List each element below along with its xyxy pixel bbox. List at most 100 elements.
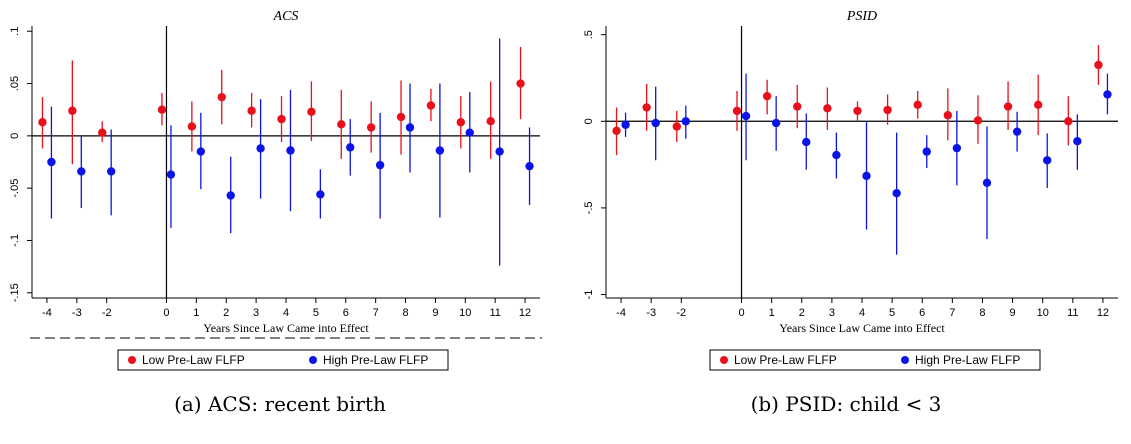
x-tick-label: 10 bbox=[459, 307, 471, 319]
y-tick-label: .1 bbox=[9, 27, 21, 36]
x-tick-label: -2 bbox=[676, 307, 686, 319]
x-tick-label: 4 bbox=[283, 307, 289, 319]
x-tick-label: 5 bbox=[313, 307, 319, 319]
low-point bbox=[456, 118, 466, 127]
y-tick-label: -.1 bbox=[9, 234, 21, 247]
x-tick-label: 1 bbox=[769, 307, 775, 319]
high-point bbox=[1103, 90, 1112, 99]
low-point bbox=[1064, 117, 1073, 126]
y-tick-label: -.5 bbox=[583, 201, 595, 214]
x-tick-label: -2 bbox=[102, 307, 112, 319]
low-point bbox=[672, 122, 681, 131]
legend-low-label: Low Pre-Law FLFP bbox=[734, 353, 837, 367]
x-tick-label: 2 bbox=[799, 307, 805, 319]
low-point bbox=[366, 123, 376, 132]
high-point bbox=[106, 167, 116, 176]
y-tick-label: .5 bbox=[583, 30, 595, 39]
psid-chart: PSID.50-.5-1-4 -3 -2 0 1 2 3 4 5 6 7 8 9 10 11 12Years … bbox=[583, 9, 1118, 371]
low-point bbox=[732, 106, 742, 116]
x-tick-label: 9 bbox=[1010, 307, 1016, 319]
low-point bbox=[38, 118, 47, 127]
high-point bbox=[256, 144, 265, 153]
legend-high-label: High Pre-Law FLFP bbox=[915, 353, 1020, 367]
high-point bbox=[1012, 127, 1022, 136]
high-point bbox=[286, 146, 295, 155]
low-point bbox=[157, 105, 167, 114]
y-tick-label: -.15 bbox=[9, 283, 21, 302]
x-tick-label: 1 bbox=[193, 307, 199, 319]
high-point bbox=[862, 171, 871, 181]
high-point bbox=[465, 128, 474, 137]
high-point bbox=[982, 178, 992, 187]
low-point bbox=[612, 126, 621, 136]
low-point bbox=[486, 117, 495, 126]
legend-low-label: Low Pre-Law FLFP bbox=[142, 353, 245, 367]
y-tick-label: -.05 bbox=[9, 179, 21, 198]
x-tick-label: 8 bbox=[979, 307, 985, 319]
x-tick-label: 6 bbox=[343, 307, 349, 319]
low-point bbox=[762, 91, 772, 101]
caption-acs: (a) ACS: recent birth bbox=[174, 392, 386, 416]
x-tick-label: 3 bbox=[253, 307, 259, 319]
high-point bbox=[952, 143, 962, 153]
legend-box bbox=[117, 349, 449, 371]
panel-acs: ACS .1.05 0 -.05 -.1 -.15 -4 -3 -2 0 1 2 3 4 5 6 7 8 9 10 11… bbox=[0, 0, 560, 444]
low-point bbox=[883, 105, 892, 115]
x-axis-label: Years Since Law Came into Effect bbox=[203, 321, 369, 335]
x-tick-label: 8 bbox=[402, 307, 408, 319]
chart-title: ACS bbox=[273, 9, 299, 24]
low-point bbox=[853, 106, 862, 116]
high-point bbox=[196, 147, 206, 156]
low-point bbox=[823, 104, 832, 113]
high-point bbox=[1073, 137, 1082, 146]
legend-box bbox=[709, 349, 1041, 371]
low-point bbox=[913, 100, 922, 110]
legend-low-marker bbox=[128, 356, 136, 364]
panel-psid: PSID .5 0 -.5 -1 -4 -3 -2 0 1 2 3 4 5 6 7 8 9 10 11 12 Years … bbox=[566, 0, 1126, 444]
high-point bbox=[621, 120, 630, 129]
high-point bbox=[525, 161, 534, 171]
x-tick-label: 0 bbox=[163, 307, 169, 319]
legend-low-marker bbox=[720, 356, 728, 364]
caption-psid: (b) PSID: child < 3 bbox=[750, 392, 942, 416]
low-point bbox=[1033, 100, 1043, 110]
x-tick-label: 11 bbox=[489, 307, 500, 319]
x-tick-label: 7 bbox=[949, 307, 955, 319]
high-point bbox=[375, 160, 385, 170]
high-point bbox=[47, 157, 56, 167]
x-tick-label: 0 bbox=[738, 307, 744, 319]
high-point bbox=[405, 123, 415, 132]
x-tick-label: -3 bbox=[646, 307, 656, 319]
low-point bbox=[516, 79, 525, 88]
x-tick-label: 12 bbox=[519, 307, 531, 319]
low-point bbox=[187, 122, 197, 131]
high-point bbox=[832, 150, 841, 160]
low-point bbox=[396, 112, 406, 122]
high-point bbox=[77, 167, 86, 176]
low-point bbox=[217, 92, 226, 102]
low-point bbox=[307, 107, 316, 116]
low-point bbox=[426, 101, 436, 110]
acs-chart: ACS.1.050-.05-.1-.15-4 -3 -2 0 1 2 3 4 5 6 7 8 9 10 11… bbox=[9, 9, 542, 371]
high-point bbox=[166, 170, 176, 179]
x-tick-label: 10 bbox=[1037, 307, 1049, 319]
y-tick-label: .05 bbox=[9, 76, 21, 91]
x-tick-label: 3 bbox=[829, 307, 835, 319]
y-tick-label: 0 bbox=[9, 133, 21, 139]
x-tick-label: 5 bbox=[889, 307, 895, 319]
x-axis-label: Years Since Law Came into Effect bbox=[779, 321, 945, 335]
low-point bbox=[98, 128, 107, 137]
x-tick-label: 2 bbox=[223, 307, 229, 319]
high-point bbox=[651, 118, 660, 128]
y-tick-label: -1 bbox=[583, 290, 595, 300]
high-point bbox=[226, 191, 235, 200]
high-point bbox=[495, 147, 504, 156]
low-point bbox=[973, 116, 983, 125]
x-tick-label: 4 bbox=[859, 307, 865, 319]
x-tick-label: 11 bbox=[1067, 307, 1078, 319]
low-point bbox=[68, 106, 77, 115]
y-tick-label: 0 bbox=[583, 118, 595, 124]
x-tick-label: 12 bbox=[1097, 307, 1109, 319]
chart-title: PSID bbox=[846, 9, 877, 24]
high-point bbox=[681, 117, 691, 126]
